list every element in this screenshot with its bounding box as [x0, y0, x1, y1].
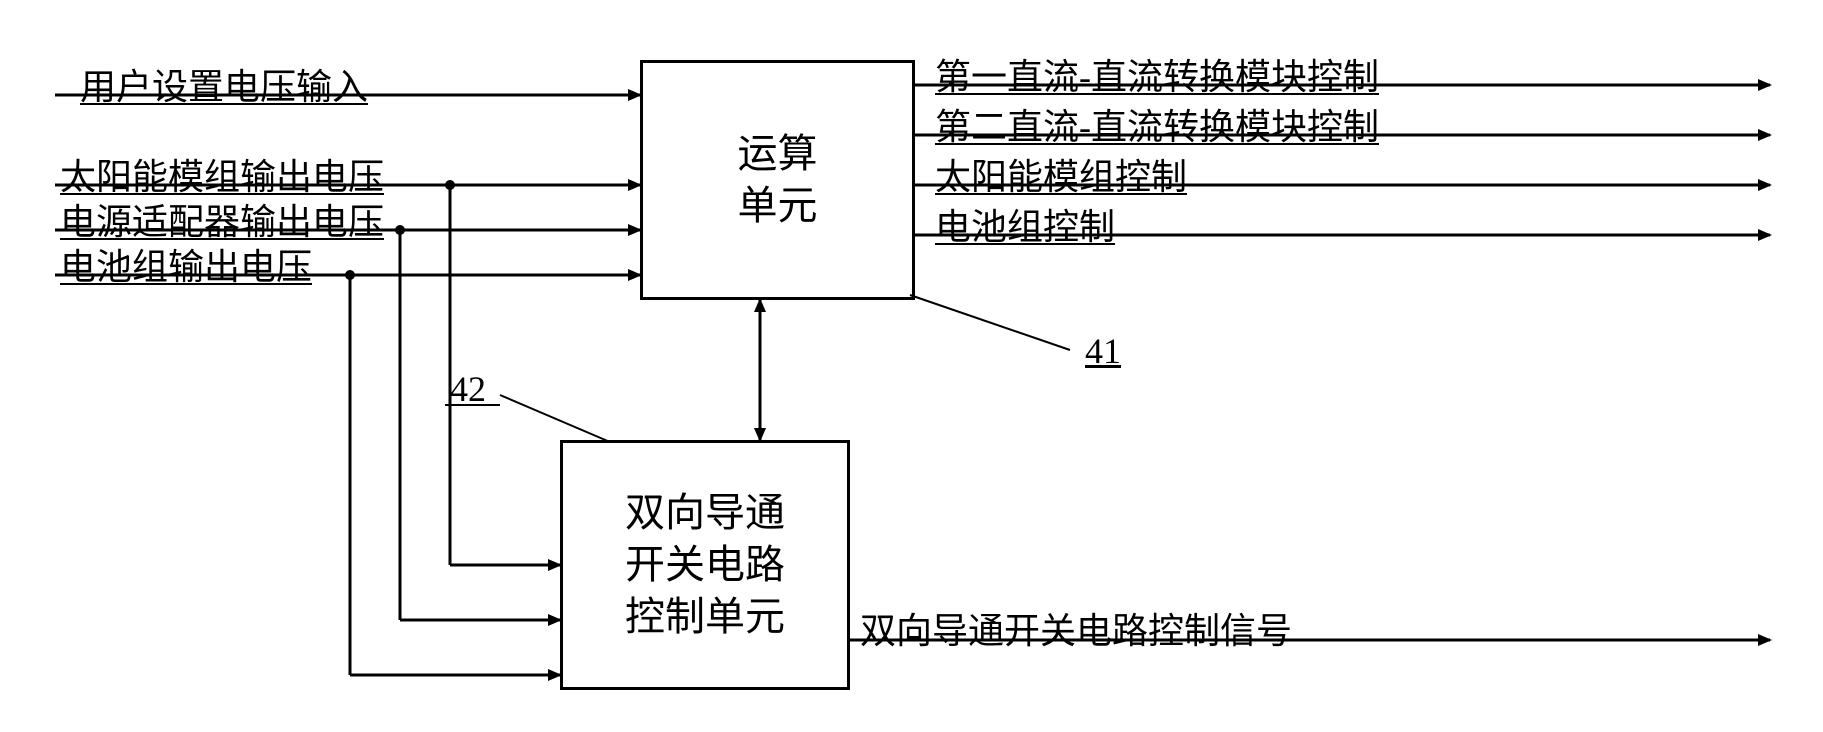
switch-control-unit-block: 双向导通 开关电路 控制单元	[560, 440, 850, 690]
output-switch-signal-label: 双向导通开关电路控制信号	[860, 602, 1292, 654]
output-dc1-control-label: 第一直流-直流转换模块控制	[935, 48, 1379, 100]
output-dc2-control-label: 第二直流-直流转换模块控制	[935, 98, 1379, 150]
compute-unit-block: 运算 单元	[640, 60, 915, 300]
block-diagram: 运算 单元 双向导通 开关电路 控制单元 用户设置电压输入 太阳能模组输出电压 …	[0, 0, 1823, 732]
ref-41-label: 41	[1085, 330, 1121, 372]
input-user-voltage-label: 用户设置电压输入	[80, 58, 368, 110]
output-battery-control-label: 电池组控制	[935, 198, 1115, 250]
output-solar-control-label: 太阳能模组控制	[935, 148, 1187, 200]
ref-42-label: 42	[450, 368, 486, 410]
input-battery-output-label: 电池组输出电压	[60, 238, 312, 290]
